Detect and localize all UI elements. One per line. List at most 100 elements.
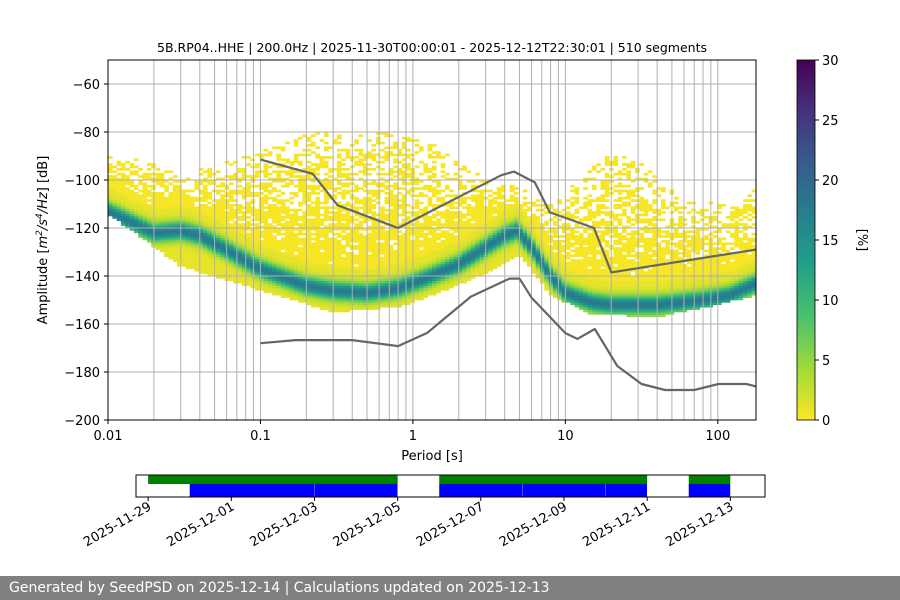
psd-cell	[345, 189, 351, 193]
psd-cell	[185, 225, 191, 229]
psd-cell	[639, 259, 644, 262]
psd-cell	[384, 153, 390, 157]
psd-cell	[479, 199, 485, 202]
psd-cell	[108, 170, 113, 174]
psd-cell	[185, 218, 191, 222]
psd-cell	[643, 261, 649, 265]
psd-cell	[142, 184, 148, 188]
psd-cell	[496, 189, 502, 193]
psd-cell	[449, 237, 454, 241]
psd-cell	[345, 240, 351, 243]
psd-cell	[362, 165, 368, 169]
psd-cell	[211, 182, 217, 186]
psd-cell	[561, 276, 567, 279]
psd-cell	[285, 211, 290, 214]
psd-cell	[177, 252, 182, 255]
psd-cell	[596, 309, 601, 313]
psd-cell	[241, 189, 247, 193]
psd-cell	[306, 256, 312, 260]
psd-cell	[393, 235, 398, 238]
psd-cell	[522, 204, 528, 207]
psd-cell	[423, 244, 428, 248]
psd-cell	[496, 201, 502, 205]
psd-cell	[436, 280, 441, 284]
psd-cell	[436, 184, 441, 188]
psd-cell	[345, 295, 351, 298]
psd-cell	[622, 290, 627, 294]
psd-cell	[289, 213, 295, 217]
psd-cell	[289, 168, 295, 171]
psd-cell	[302, 182, 308, 186]
psd-cell	[354, 235, 359, 238]
psd-cell	[345, 261, 351, 265]
psd-cell	[285, 273, 290, 277]
psd-cell	[540, 271, 545, 274]
psd-cell	[406, 136, 411, 140]
psd-cell	[120, 187, 126, 190]
psd-cell	[375, 139, 381, 142]
psd-cell	[535, 271, 541, 274]
psd-cell	[367, 139, 372, 142]
psd-cell	[220, 271, 225, 274]
psd-cell	[133, 196, 139, 200]
psd-cell	[419, 187, 424, 190]
psd-cell	[388, 295, 394, 298]
psd-cell	[306, 266, 312, 270]
psd-cell	[362, 244, 368, 248]
psd-cell	[358, 268, 364, 272]
psd-cell	[544, 259, 549, 262]
psd-cell	[401, 213, 407, 217]
psd-cell	[375, 256, 381, 260]
psd-cell	[267, 283, 273, 286]
psd-cell	[328, 206, 333, 210]
psd-cell	[228, 247, 234, 250]
psd-cell	[414, 230, 420, 234]
psd-cell	[427, 244, 433, 248]
psd-cell	[457, 244, 463, 248]
psd-cell	[531, 261, 536, 265]
psd-cell	[341, 213, 346, 217]
psd-cell	[388, 153, 394, 157]
psd-cell	[324, 261, 329, 265]
psd-cell	[358, 280, 364, 284]
psd-cell	[419, 280, 424, 284]
psd-cell	[540, 247, 545, 250]
psd-cell	[311, 242, 316, 246]
psd-cell	[306, 252, 312, 255]
psd-cell	[401, 218, 407, 222]
psd-cell	[190, 247, 195, 250]
psd-cell	[164, 240, 169, 243]
psd-cell	[583, 285, 588, 289]
psd-cell	[367, 307, 372, 310]
psd-cell	[423, 273, 428, 277]
psd-cell	[190, 218, 195, 222]
psd-cell	[328, 259, 333, 262]
psd-cell	[298, 249, 303, 253]
psd-cell	[561, 247, 567, 250]
psd-cell	[254, 216, 260, 219]
psd-cell	[336, 300, 342, 303]
psd-cell	[120, 189, 126, 193]
psd-cell	[570, 216, 575, 219]
psd-cell	[168, 256, 174, 260]
psd-cell	[125, 213, 130, 217]
psd-cell	[466, 220, 472, 224]
psd-cell	[190, 206, 195, 210]
psd-cell	[267, 237, 273, 241]
psd-cell	[596, 273, 601, 277]
psd-cell	[371, 220, 377, 224]
psd-cell	[591, 256, 597, 260]
psd-cell	[289, 266, 295, 270]
psd-cell	[552, 252, 558, 255]
psd-cell	[133, 228, 139, 231]
psd-cell	[600, 184, 606, 188]
psd-cell	[276, 259, 282, 262]
psd-cell	[354, 276, 359, 279]
psd-cell	[345, 292, 351, 296]
psd-cell	[557, 240, 562, 243]
psd-cell	[246, 206, 251, 210]
psd-cell	[280, 283, 286, 286]
psd-cell	[289, 268, 295, 272]
psd-cell	[492, 192, 498, 195]
psd-cell	[488, 228, 493, 231]
